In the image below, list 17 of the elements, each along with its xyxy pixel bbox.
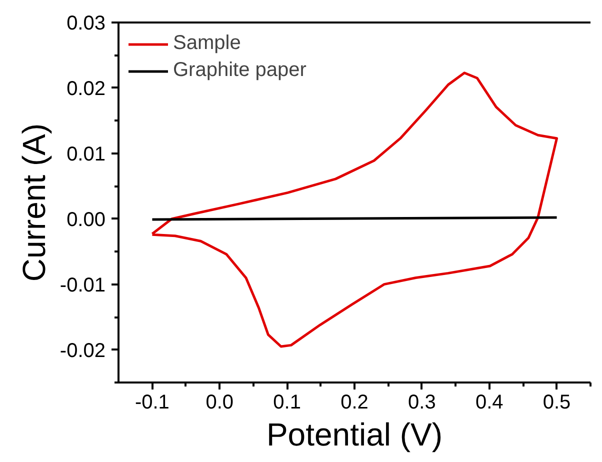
x-tick-label: 0.5 [542, 392, 571, 414]
x-tick-label: 0.0 [206, 392, 234, 414]
y-tick-label: 0.03 [66, 12, 106, 34]
x-tick-label: 0.2 [340, 392, 368, 414]
x-tick-label: 0.4 [475, 392, 504, 414]
y-axis-title: Current (A) [16, 123, 52, 282]
y-tick-label: -0.01 [60, 274, 106, 296]
x-axis-title: Potential (V) [266, 416, 443, 452]
legend-label: Sample [173, 32, 241, 55]
y-tick-label: 0.00 [66, 208, 106, 231]
y-tick-label: 0.01 [66, 143, 106, 166]
y-tick-label: -0.02 [60, 340, 106, 362]
y-tick-label: 0.02 [66, 78, 106, 100]
x-tick-label: -0.1 [134, 392, 170, 414]
x-tick-label: 0.3 [408, 392, 436, 414]
legend-label: Graphite paper [173, 59, 306, 82]
x-tick-label: 0.1 [273, 392, 301, 414]
